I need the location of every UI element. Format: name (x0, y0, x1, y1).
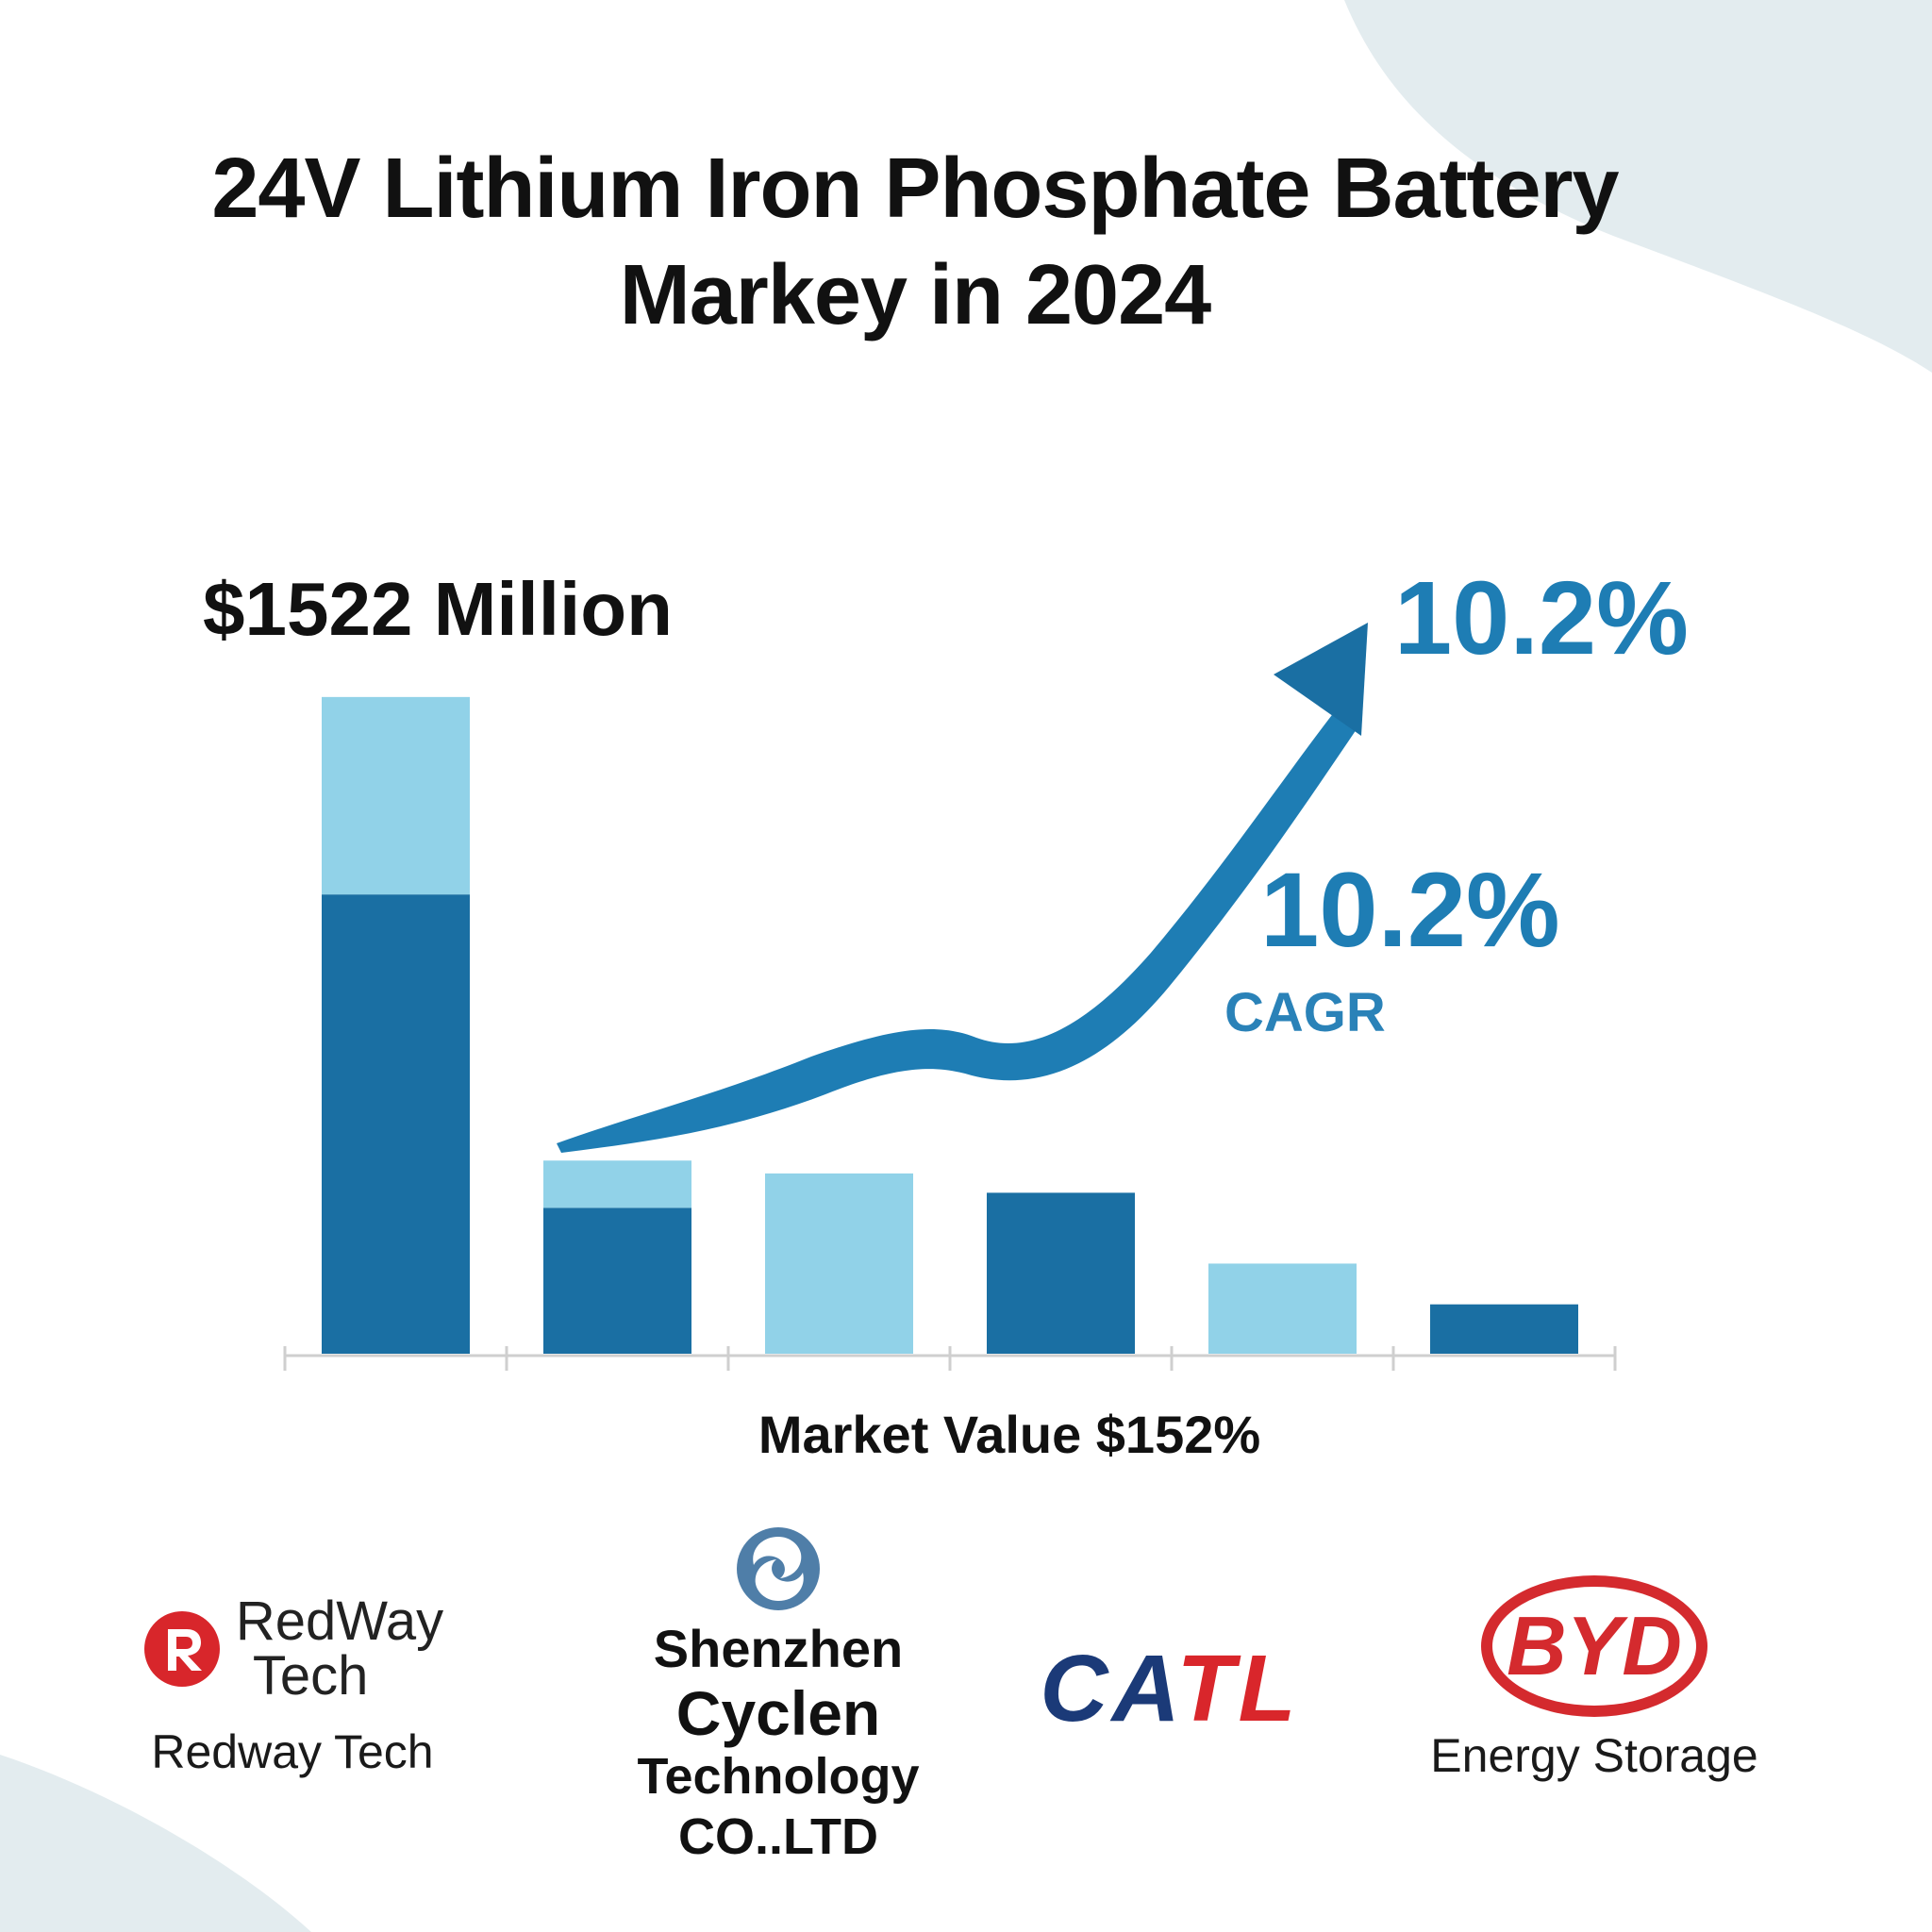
bar-2-segment-2 (543, 1160, 691, 1208)
chart-title-line-2: Markey in 2024 (619, 248, 1211, 342)
bar-6-segment-1 (1430, 1304, 1578, 1354)
bar-5-segment-2 (1208, 1263, 1357, 1354)
byd-logo: BYD Energy Storage (1415, 1575, 1774, 1783)
x-axis (283, 1346, 1617, 1371)
catl-wordmark-blue: CA (1040, 1636, 1177, 1741)
top-right-wave (1344, 0, 1932, 373)
growth-arrow (557, 623, 1368, 1153)
redway-r-icon (143, 1611, 220, 1687)
cyclen-swirl-icon (737, 1527, 820, 1610)
chart-title-line-1: 24V Lithium Iron Phosphate Battery (211, 142, 1619, 236)
cagr-value-top: 10.2% (1394, 560, 1689, 676)
redway-mark: RedWay Tech (123, 1594, 462, 1704)
cyclen-line-1: Shenzhen (653, 1619, 904, 1678)
redway-caption: Redway Tech (151, 1725, 434, 1778)
cyclen-logo: Shenzhen Cyclen Technology CO..LTD (552, 1524, 1005, 1867)
bar-1-segment-1 (322, 894, 470, 1354)
growth-arrowhead (1274, 623, 1368, 736)
cagr-label: CAGR (1224, 982, 1386, 1043)
headline-value: $1522 Million (203, 567, 673, 651)
bar-3-segment-2 (765, 1173, 913, 1354)
cyclen-line-3: Technology CO..LTD (637, 1748, 920, 1865)
byd-oval-mark: BYD (1481, 1575, 1707, 1717)
bar-2-segment-1 (543, 1208, 691, 1354)
redway-tech-logo: RedWay Tech Redway Tech (123, 1594, 462, 1779)
growth-arrow-body (557, 708, 1358, 1153)
catl-logo: CATL (1024, 1641, 1316, 1736)
bottom-left-wave (0, 1755, 311, 1932)
cyclen-line-2: Cyclen (675, 1678, 881, 1748)
bar-1-segment-2 (322, 696, 470, 895)
bar-group (322, 696, 1578, 1354)
x-axis-label: Market Value $152% (758, 1405, 1261, 1464)
byd-caption: Energy Storage (1430, 1729, 1758, 1782)
catl-wordmark-red: TL (1176, 1636, 1300, 1741)
cagr-value: 10.2% (1260, 851, 1560, 969)
redway-wordmark-top: RedWay (235, 1591, 444, 1652)
redway-wordmark-bottom: Tech (252, 1645, 369, 1707)
redway-wordmark: RedWay Tech (236, 1594, 443, 1704)
bar-4-segment-1 (987, 1192, 1135, 1354)
